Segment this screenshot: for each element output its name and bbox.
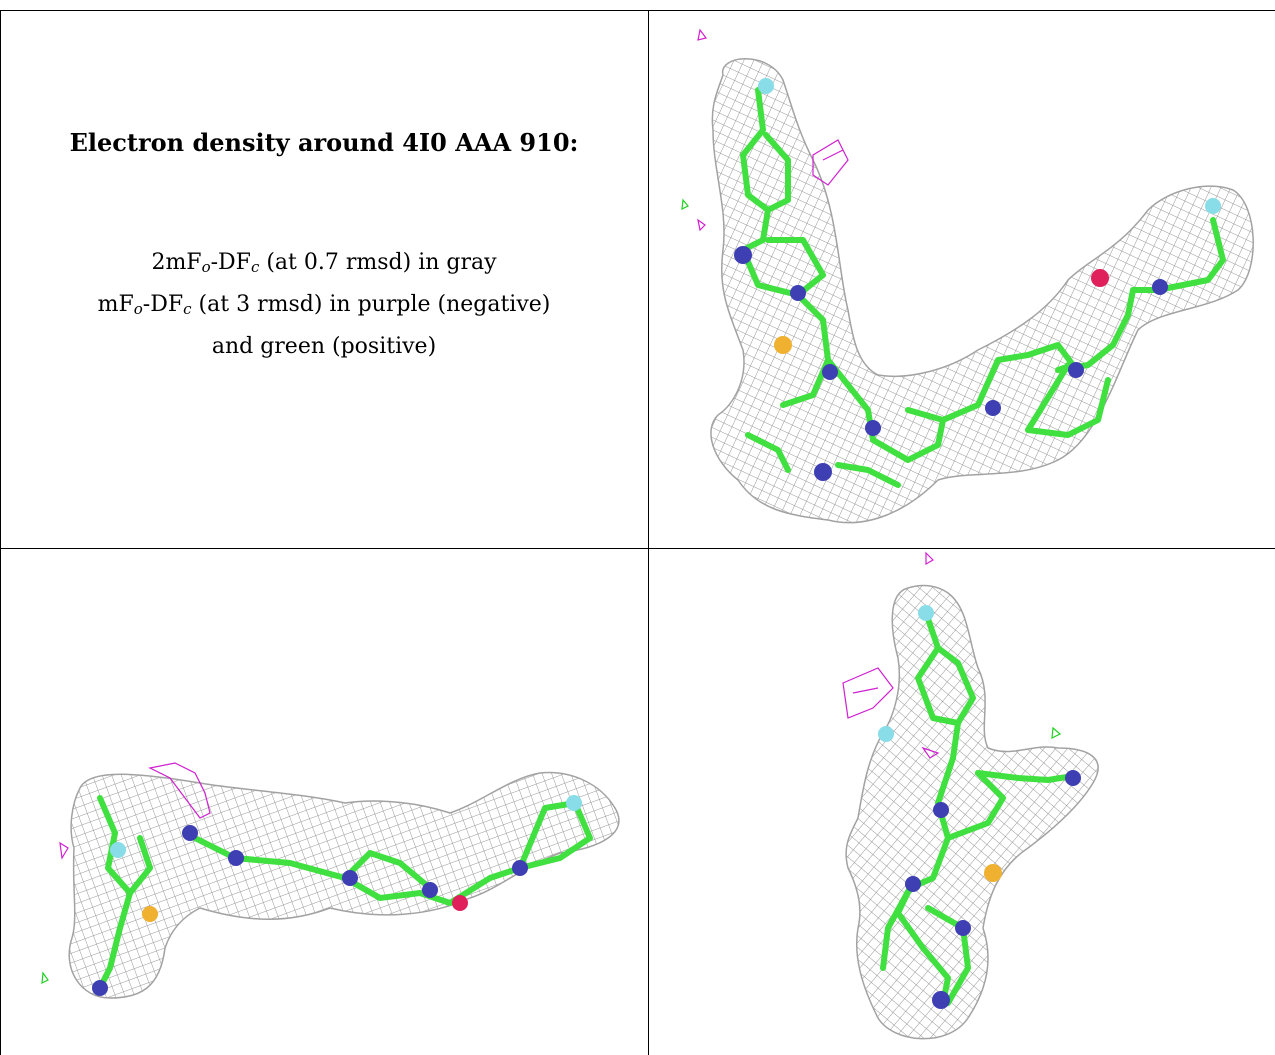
nitrogen-atom <box>822 364 838 380</box>
density-view-2 <box>0 548 648 1055</box>
nitrogen-atom <box>734 246 752 264</box>
fluorine-atom <box>758 78 774 94</box>
nitrogen-atom <box>790 285 806 301</box>
sulfur-atom <box>984 864 1002 882</box>
nitrogen-atom <box>905 876 921 892</box>
sulfur-atom <box>774 336 792 354</box>
density-view-1 <box>648 10 1275 548</box>
nitrogen-atom <box>955 920 971 936</box>
density-image-3 <box>842 551 1099 1040</box>
nitrogen-atom <box>932 991 950 1009</box>
nitrogen-atom <box>182 825 198 841</box>
fluorine-atom <box>878 726 894 742</box>
ligand-sticks <box>880 610 1076 1006</box>
fluorine-atom <box>918 605 934 621</box>
positive-density <box>1051 726 1062 740</box>
density-image-2 <box>41 762 620 999</box>
density-image-1 <box>681 28 1254 524</box>
nitrogen-atom <box>1068 362 1084 378</box>
nitrogen-atom <box>92 980 108 996</box>
caption-line-1: 2mFo-DFc (at 0.7 rmsd) in gray <box>151 250 497 276</box>
caption-title: Electron density around 4I0 AAA 910: <box>69 128 579 157</box>
ligand-sticks <box>740 87 1226 488</box>
atoms <box>878 605 1081 1009</box>
oxygen-atom <box>1091 269 1109 287</box>
caption-line-3: and green (positive) <box>211 334 437 359</box>
negative-density <box>697 28 849 232</box>
table-divider-horizontal <box>0 548 1275 549</box>
nitrogen-atom <box>342 870 358 886</box>
nitrogen-atom <box>422 882 438 898</box>
nitrogen-atom <box>1065 770 1081 786</box>
density-mesh <box>68 771 620 999</box>
table-border-left <box>0 10 1 1055</box>
caption: Electron density around 4I0 AAA 910: 2mF… <box>0 10 648 548</box>
density-mesh <box>710 58 1254 524</box>
caption-line-2: mFo-DFc (at 3 rmsd) in purple (negative) <box>97 292 551 318</box>
sulfur-atom <box>142 906 158 922</box>
nitrogen-atom <box>865 420 881 436</box>
table-border-top <box>0 10 1275 11</box>
caption-cell: Electron density around 4I0 AAA 910: 2mF… <box>0 10 648 548</box>
fluorine-atom <box>1205 198 1221 214</box>
oxygen-atom <box>452 895 468 911</box>
caption-description: 2mFo-DFc (at 0.7 rmsd) in gray mFo-DFc (… <box>0 244 648 366</box>
table-divider-vertical <box>648 10 649 1055</box>
fluorine-atom <box>110 842 126 858</box>
atoms <box>734 78 1221 481</box>
negative-density <box>59 762 211 860</box>
density-view-3 <box>648 548 1275 1055</box>
nitrogen-atom <box>814 463 832 481</box>
positive-density <box>41 971 49 985</box>
nitrogen-atom <box>985 400 1001 416</box>
fluorine-atom <box>566 795 582 811</box>
negative-density <box>842 551 940 759</box>
atoms <box>92 795 582 996</box>
positive-density <box>681 198 689 211</box>
nitrogen-atom <box>512 860 528 876</box>
nitrogen-atom <box>228 850 244 866</box>
nitrogen-atom <box>933 802 949 818</box>
nitrogen-atom <box>1152 279 1168 295</box>
